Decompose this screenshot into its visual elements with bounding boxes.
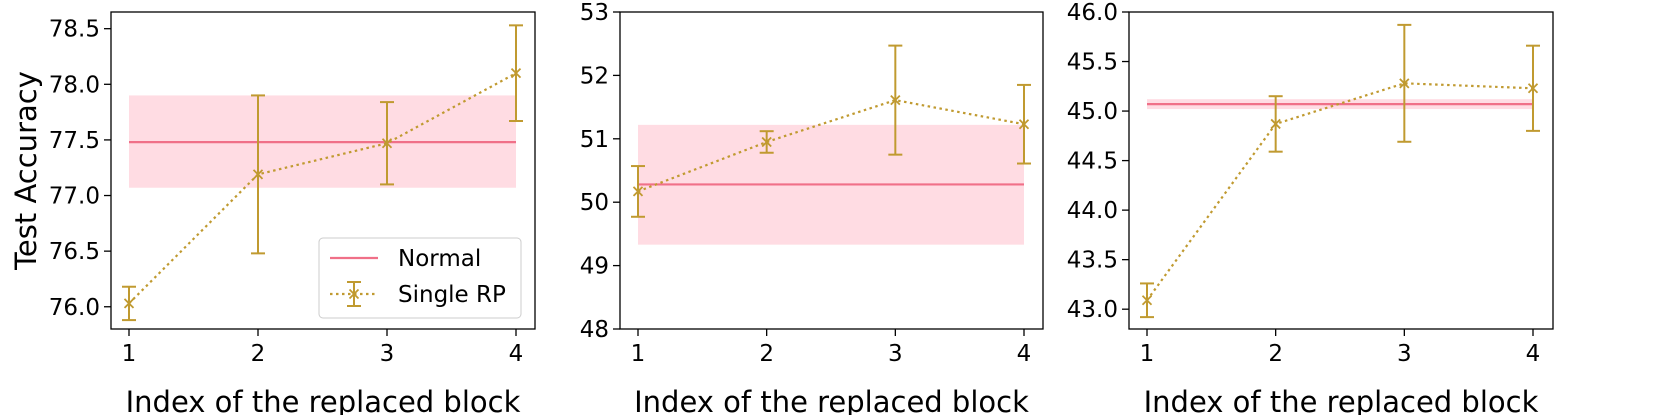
y-tick-label: 46.0 [1067,0,1118,26]
x-axis-label: Index of the replaced block [1144,385,1539,415]
single-rp-point [1527,83,1539,94]
y-axis-label: Test Accuracy [9,71,43,271]
legend-single-rp-label: Single RP [398,282,506,308]
x-tick-label: 4 [1017,341,1032,367]
x-tick-label: 1 [122,341,137,367]
x-tick-label: 4 [1526,341,1541,367]
legend-normal-label: Normal [398,246,481,272]
axes-frame [1128,11,1554,330]
chart-panel-2: 48 49 50 51 52 53 1 2 3 4 Index of the replaced bl… [580,0,1044,415]
single-rp-point [510,68,522,79]
axes-frame [619,11,1044,330]
y-tick-label: 76.5 [49,239,100,265]
x-tick-label: 4 [509,341,524,367]
single-rp-point [1399,78,1410,89]
single-rp-point [123,298,135,309]
single-rp-line [1146,82,1534,301]
x-tick-label: 2 [759,341,774,367]
x-tick-label: 2 [1268,341,1283,367]
y-tick-label: 44.5 [1067,149,1118,175]
y-tick-label: 51 [580,127,609,153]
x-tick-label: 3 [888,341,903,367]
y-tick-label: 43.0 [1067,297,1118,323]
x-axis-label: Index of the replaced block [126,385,521,415]
x-tick-label: 2 [251,341,266,367]
y-tick-label: 53 [580,0,609,26]
single-rp-point [1141,295,1153,306]
y-tick-label: 76.0 [49,295,100,321]
x-tick-label: 3 [1397,341,1412,367]
y-tick-label: 50 [580,190,609,216]
single-rp-point [632,186,644,197]
chart-panel-3: 43.0 43.5 44.0 44.5 45.0 45.5 46.0 1 2 3 4 Index of… [1067,0,1554,415]
y-tick-label: 78.0 [49,72,100,98]
x-tick-label: 1 [1140,341,1155,367]
single-rp-line [128,72,517,305]
single-rp-line [637,98,1025,193]
y-tick-label: 52 [580,63,609,89]
y-tick-label: 77.0 [49,184,100,210]
single-rp-point [381,138,393,149]
y-tick-label: 45.0 [1067,99,1118,125]
legend-single-rp-swatch [330,281,378,307]
y-tick-label: 45.5 [1067,50,1118,76]
single-rp-point [761,136,772,148]
single-rp-point [252,169,264,180]
x-tick-label: 1 [631,341,646,367]
single-rp-point [1270,118,1281,130]
single-rp-point [1018,119,1030,130]
y-tick-label: 49 [580,254,609,280]
chart-panel-1: 76.0 76.5 77.0 77.5 78.0 78.5 1 2 3 4 Index of the… [9,11,536,415]
y-tick-label: 44.0 [1067,198,1118,224]
y-tick-label: 77.5 [49,128,100,154]
x-axis-label: Index of the replaced block [634,385,1029,415]
y-tick-label: 43.5 [1067,248,1118,274]
single-rp-point [890,94,901,106]
legend: Normal Single RP [318,237,522,319]
x-tick-label: 3 [380,341,395,367]
y-tick-label: 48 [580,317,609,343]
y-tick-label: 78.5 [49,17,100,43]
axes-frame [110,11,536,330]
